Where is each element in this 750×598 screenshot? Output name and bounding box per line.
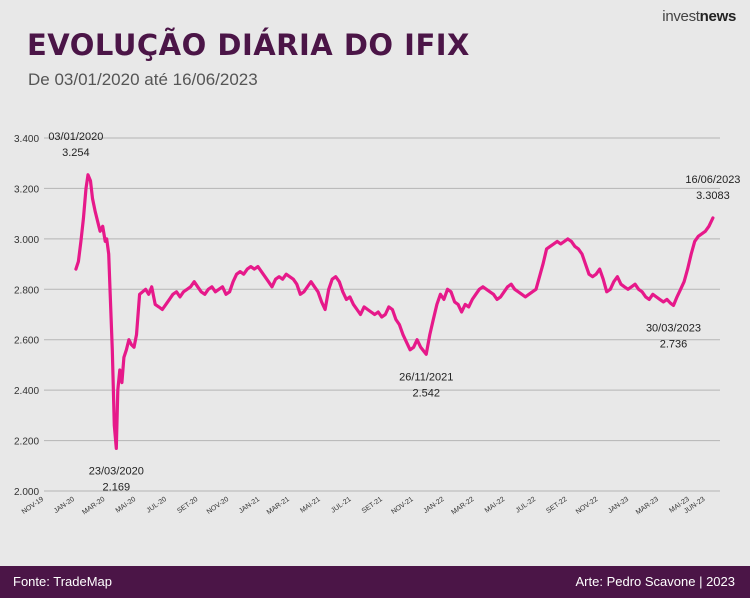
footer-bar: Fonte: TradeMap Arte: Pedro Scavone | 20… xyxy=(0,566,750,598)
y-tick-label: 2.200 xyxy=(14,437,39,448)
x-tick-label: MAI-21 xyxy=(299,496,322,515)
x-tick-label: SET-22 xyxy=(545,496,568,515)
x-tick-label: MAI-22 xyxy=(484,496,507,515)
annotation-date-label: 26/11/2021 xyxy=(399,371,453,383)
brand-logo: investnews xyxy=(662,8,736,25)
x-tick-label: JAN-20 xyxy=(53,496,76,515)
annotation-value-label: 3.3083 xyxy=(696,190,730,202)
x-tick-label: NOV-22 xyxy=(575,496,599,516)
x-tick-label: NOV-20 xyxy=(206,496,230,516)
x-tick-label: MAI-20 xyxy=(115,496,138,515)
x-tick-label: JUL-22 xyxy=(515,496,538,515)
source-note: Fonte: TradeMap xyxy=(13,574,112,589)
x-tick-label: MAR-21 xyxy=(266,496,291,517)
y-tick-label: 2.400 xyxy=(14,386,39,397)
annotation-date-label: 03/01/2020 xyxy=(48,131,103,143)
annotation-date-label: 23/03/2020 xyxy=(89,465,144,477)
ifix-series-line xyxy=(74,173,715,450)
ifix-line-chart: 2.000 2.200 2.400 2.600 2.800 3.000 3.200 3.400… xyxy=(14,131,740,517)
x-tick-label: JUL-20 xyxy=(146,496,169,515)
x-tick-label: SET-21 xyxy=(361,496,384,515)
y-tick-label: 3.200 xyxy=(14,184,39,195)
x-tick-label: SET-20 xyxy=(176,496,199,515)
annotation-value-label: 2.542 xyxy=(412,387,440,399)
y-tick-label: 3.400 xyxy=(14,134,39,145)
annotation-date-label: 16/06/2023 xyxy=(685,174,740,186)
x-tick-label: MAR-20 xyxy=(81,496,106,517)
x-tick-label: NOV-21 xyxy=(390,496,414,516)
x-tick-label: JUL-21 xyxy=(330,496,353,515)
chart-title: EVOLUÇÃO DIÁRIA DO IFIX xyxy=(27,28,470,62)
brand-logo-light: invest xyxy=(662,8,700,25)
y-tick-label: 2.000 xyxy=(14,487,39,498)
y-tick-label: 2.600 xyxy=(14,336,39,347)
annotation-value-label: 2.169 xyxy=(103,481,131,493)
x-tick-label: MAR-22 xyxy=(450,496,475,517)
x-tick-label: MAR-23 xyxy=(635,496,660,517)
chart-subtitle: De 03/01/2020 até 16/06/2023 xyxy=(28,70,258,89)
annotation-value-label: 2.736 xyxy=(660,338,688,350)
brand-logo-bold: news xyxy=(699,8,737,25)
x-tick-label: NOV-19 xyxy=(21,496,45,516)
y-tick-label: 2.800 xyxy=(14,285,39,296)
annotation-date-label: 30/03/2023 xyxy=(646,322,701,334)
x-tick-label: JAN-23 xyxy=(607,496,630,515)
y-tick-label: 3.000 xyxy=(14,235,39,246)
annotation-value-label: 3.254 xyxy=(62,147,90,159)
credit-note: Arte: Pedro Scavone | 2023 xyxy=(575,574,735,589)
x-tick-label: JAN-22 xyxy=(422,496,445,515)
x-tick-label: JAN-21 xyxy=(238,496,261,515)
